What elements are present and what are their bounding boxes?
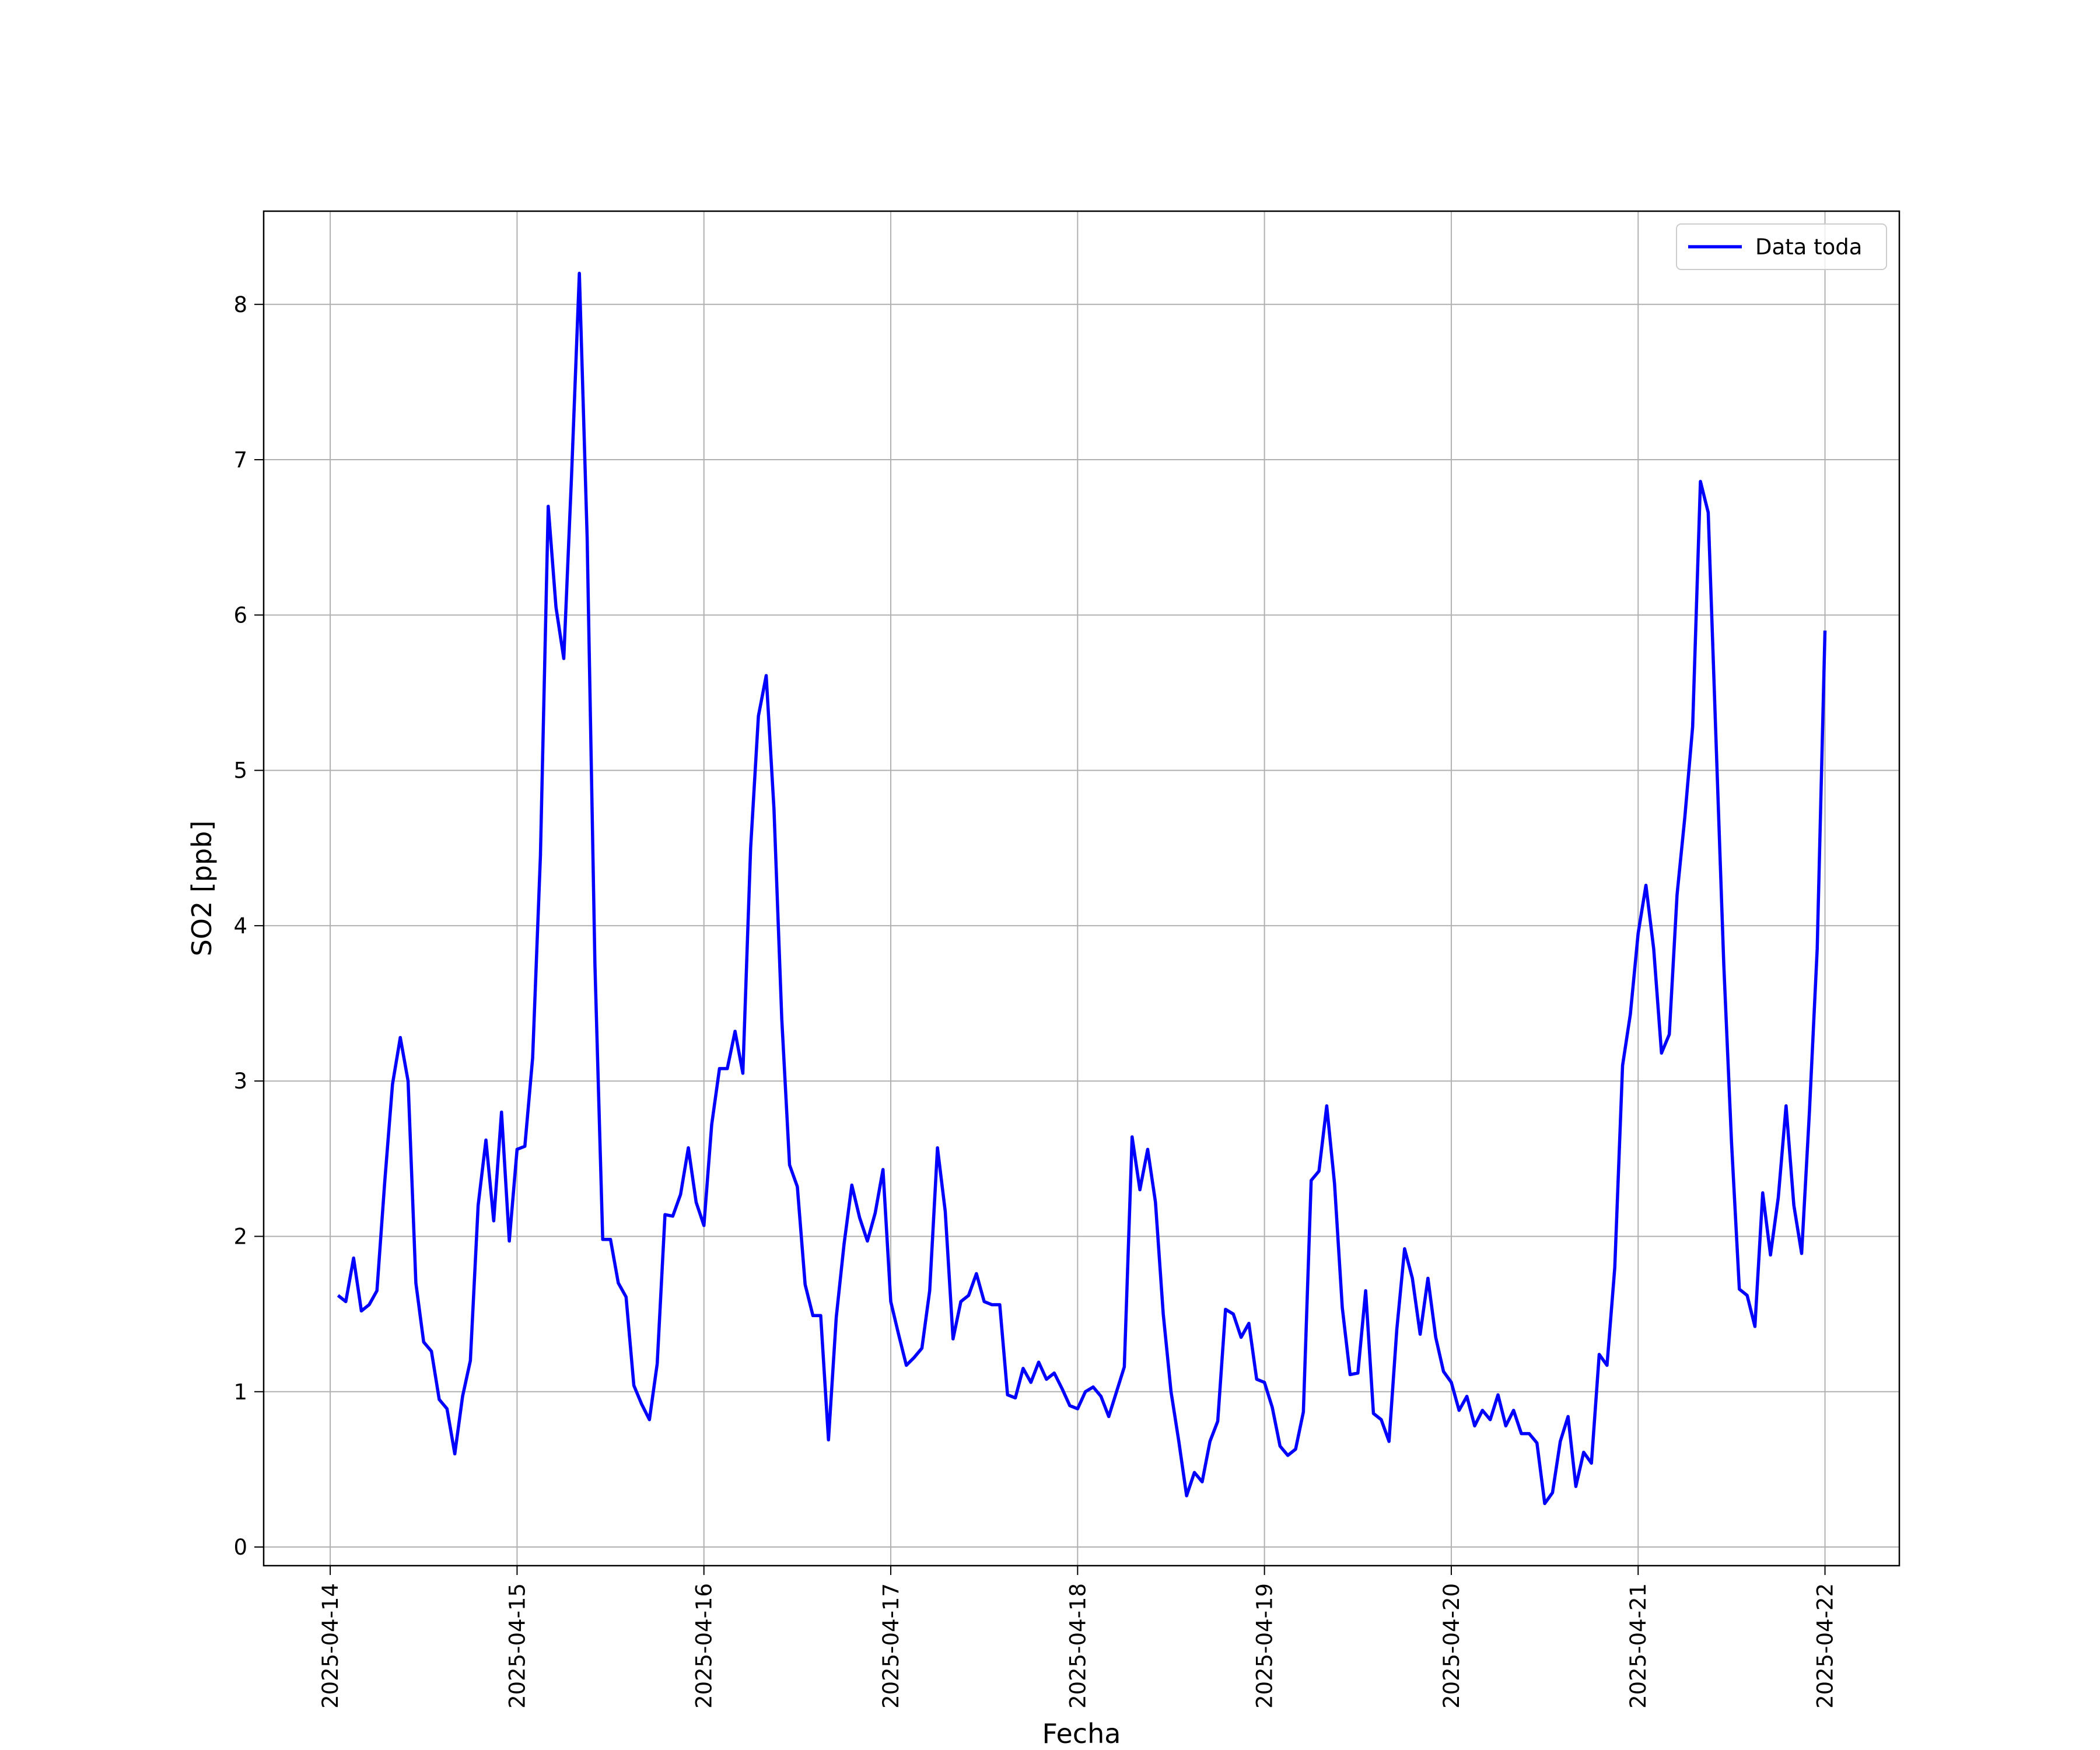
y-tick-label: 0 bbox=[233, 1535, 247, 1560]
x-tick-label: 2025-04-22 bbox=[1813, 1583, 1838, 1709]
x-tick-label: 2025-04-18 bbox=[1065, 1583, 1090, 1709]
axes-frame bbox=[262, 210, 1901, 1567]
y-tick-label: 2 bbox=[233, 1224, 247, 1249]
x-tick-label: 2025-04-21 bbox=[1626, 1583, 1651, 1709]
legend-box bbox=[1676, 223, 1887, 270]
x-tick-label: 2025-04-16 bbox=[692, 1583, 717, 1709]
x-tick-label: 2025-04-15 bbox=[505, 1583, 530, 1709]
legend: Data toda bbox=[1676, 223, 1887, 270]
y-tick-label: 7 bbox=[233, 447, 247, 473]
x-tick-label: 2025-04-19 bbox=[1252, 1583, 1278, 1709]
grid bbox=[264, 211, 1899, 1566]
x-tick-label: 2025-04-20 bbox=[1439, 1583, 1464, 1709]
x-tick-label: 2025-04-14 bbox=[318, 1583, 343, 1709]
y-axis-label: SO2 [ppb] bbox=[186, 821, 218, 957]
legend-label: Data toda bbox=[1755, 235, 1862, 260]
y-tick-label: 4 bbox=[233, 914, 247, 939]
y-tick-label: 1 bbox=[233, 1380, 247, 1405]
x-axis-label: Fecha bbox=[1042, 1718, 1121, 1749]
y-tick-label: 5 bbox=[233, 758, 247, 783]
x-tick-label: 2025-04-17 bbox=[878, 1583, 904, 1709]
data-line bbox=[337, 271, 1827, 1506]
y-tick-label: 3 bbox=[233, 1069, 247, 1094]
y-tick-label: 8 bbox=[233, 292, 247, 317]
y-tick-label: 6 bbox=[233, 603, 247, 628]
